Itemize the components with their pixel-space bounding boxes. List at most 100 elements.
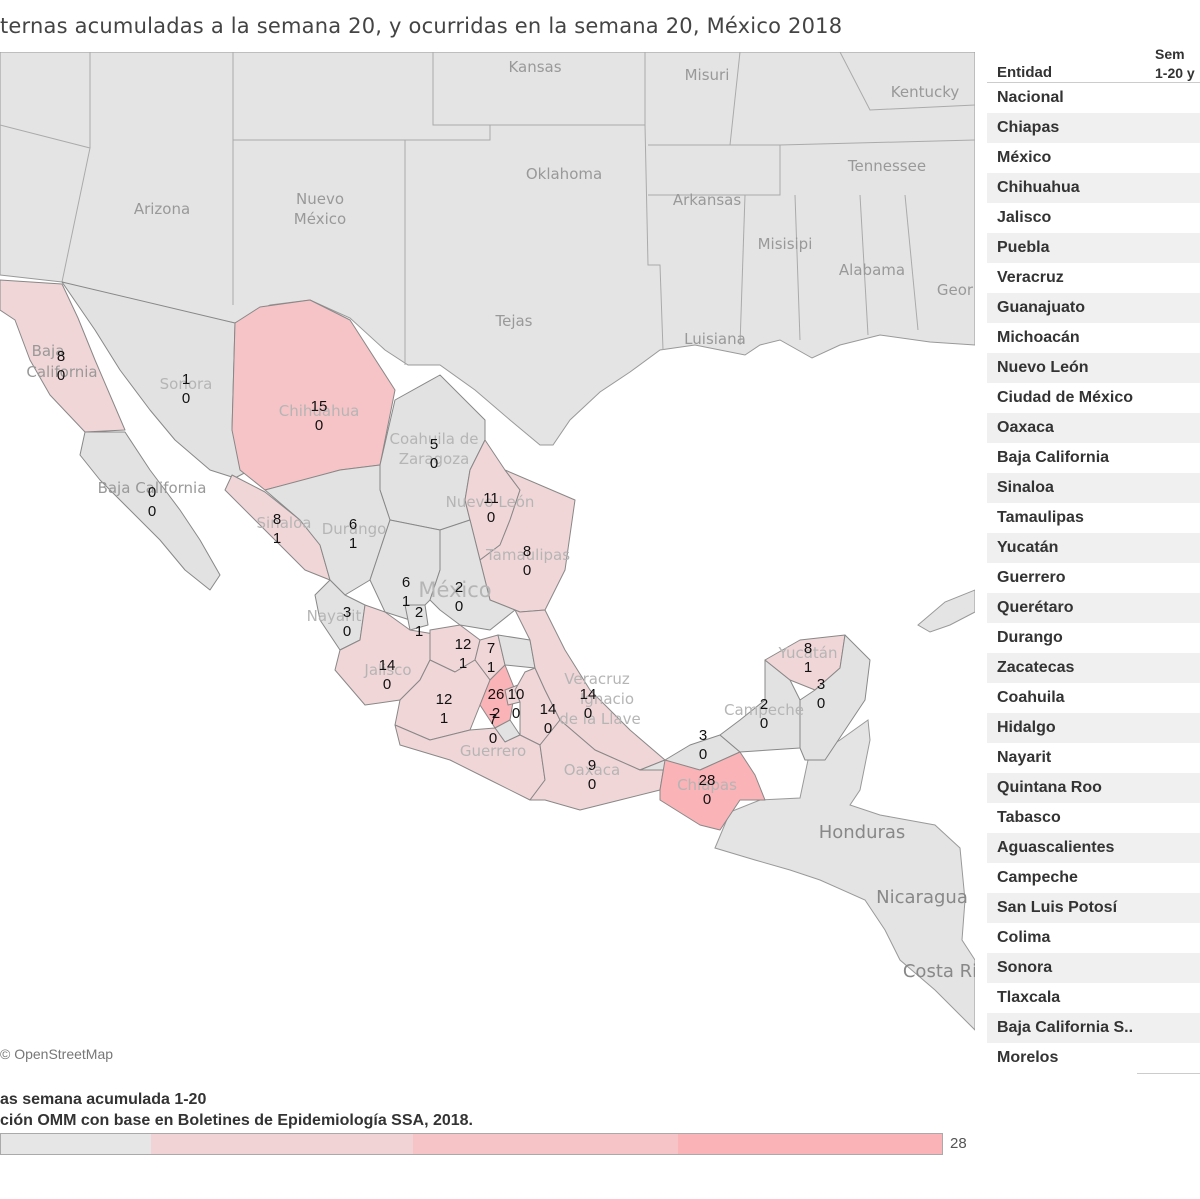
choropleth-map[interactable]: Kansas Misuri Kentucky Oklahoma Tennessee Ari… [0, 52, 975, 1070]
table-row[interactable]: Chihuahua [987, 173, 1200, 203]
value-acumulado-sinaloa: 8 [273, 511, 281, 528]
map-label-arizona: Arizona [134, 200, 190, 218]
value-acumulado-zacatecas: 6 [402, 574, 410, 591]
table-row[interactable]: Tlaxcala [997, 989, 1061, 1006]
table-row[interactable]: Aguascalientes [987, 833, 1200, 863]
map-label-kansas: Kansas [508, 58, 561, 76]
value-semana-guerrero: 0 [489, 730, 497, 747]
state-baja-california[interactable] [0, 279, 126, 433]
table-row[interactable]: Sonora [987, 953, 1200, 983]
value-acumulado-nuevo-leon: 11 [483, 490, 499, 507]
legend-step [677, 1134, 942, 1154]
table-row[interactable]: Nacional [997, 89, 1064, 106]
table-row[interactable]: Puebla [987, 233, 1200, 263]
table-row[interactable]: San Luis Potosí [987, 893, 1200, 923]
table-row[interactable]: México [997, 149, 1052, 166]
table-row[interactable]: Oaxaca [987, 413, 1200, 443]
value-acumulado-oaxaca: 9 [588, 757, 596, 774]
state-aguascalientes[interactable] [404, 604, 429, 631]
table-row[interactable]: Ciudad de México [997, 389, 1134, 406]
table-row[interactable]: Colima [997, 929, 1051, 946]
legend-source: ción OMM con base en Boletines de Epidem… [0, 1112, 473, 1129]
map-label-tejas: Tejas [494, 312, 532, 330]
state-san-luis-potosi[interactable] [429, 519, 516, 631]
state-name-label-zaragoza: Zaragoza [399, 450, 470, 468]
value-acumulado-jalisco: 14 [379, 657, 396, 674]
table-row[interactable]: Baja California S.. [987, 1013, 1200, 1043]
table-row[interactable]: Yucatán [987, 533, 1200, 563]
legend-color-bar[interactable] [0, 1133, 943, 1155]
value-semana-ciudad-de-mexico: 0 [512, 705, 520, 722]
cuba-landmass [917, 589, 975, 633]
table-row[interactable]: Hidalgo [987, 713, 1200, 743]
map-label-honduras: Honduras [819, 822, 906, 843]
table-row[interactable]: Baja California [997, 449, 1110, 466]
value-acumulado-quintana-roo: 3 [817, 676, 825, 693]
mexico-states[interactable] [0, 279, 871, 831]
column-header-entidad[interactable]: Entidad [997, 64, 1052, 81]
value-acumulado-yucatan: 8 [804, 640, 812, 657]
value-acumulado-sonora: 1 [182, 371, 190, 388]
state-baja-california-sur[interactable] [79, 431, 221, 591]
map-label-kentucky: Kentucky [891, 83, 960, 101]
table-row[interactable]: Nuevo León [987, 353, 1200, 383]
table-row[interactable]: Jalisco [997, 209, 1052, 226]
value-acumulado-michoacan: 12 [436, 691, 453, 708]
table-row[interactable]: Guanajuato [987, 293, 1200, 323]
value-semana-sinaloa: 1 [273, 530, 281, 547]
state-chiapas[interactable] [659, 751, 766, 831]
map-label-baja-california: Baja California [98, 479, 207, 497]
map-label-misuri: Misuri [685, 66, 730, 84]
value-acumulado-guanajuato: 12 [455, 636, 472, 653]
table-row[interactable]: Morelos [997, 1049, 1059, 1066]
state-oaxaca[interactable] [529, 719, 666, 811]
state-name-label-yucat-n: Yucatán [778, 644, 838, 662]
map-label-costa-ri: Costa Ri [903, 961, 975, 982]
state-name-label-sonora: Sonora [160, 375, 213, 393]
table-row[interactable]: Tabasco [997, 809, 1061, 826]
table-row[interactable]: Sinaloa [987, 473, 1200, 503]
table-row[interactable]: Nayarit [997, 749, 1052, 766]
state-name-label-sinaloa: Sinaloa [257, 514, 312, 532]
state-name-label-coahuila-de: Coahuila de [390, 430, 479, 448]
table-row[interactable]: Querétaro [987, 593, 1200, 623]
table-row[interactable]: Chiapas [987, 113, 1200, 143]
map-background-labels: Kansas Misuri Kentucky Oklahoma Tennessee Ari… [26, 58, 975, 982]
value-acumulado-chihuahua: 15 [311, 398, 328, 415]
entity-table: Entidad Sem 1-20 y Nacional Chiapas México C… [987, 44, 1200, 1074]
state-name-label-chihuahua: Chihuahua [279, 402, 360, 420]
map-attribution[interactable]: © OpenStreetMap [0, 1046, 114, 1062]
table-row[interactable]: Quintana Roo [987, 773, 1200, 803]
table-row[interactable]: Campeche [997, 869, 1078, 886]
value-acumulado-tamaulipas: 8 [523, 543, 531, 560]
value-semana-quintana-roo: 0 [817, 695, 825, 712]
table-row[interactable]: Guerrero [997, 569, 1066, 586]
map-label-m-xico: México [294, 210, 346, 228]
state-faded-labels: Sonora Chihuahua Coahuila de Zaragoza Nuevo … [160, 375, 838, 794]
state-quintana-roo[interactable] [799, 634, 871, 761]
table-row[interactable]: Coahuila [997, 689, 1065, 706]
value-acumulado-chiapas: 28 [699, 772, 716, 789]
column-header-semana[interactable]: Sem 1-20 y [1155, 45, 1195, 83]
value-acumulado-puebla: 14 [540, 701, 557, 718]
table-row[interactable]: Zacatecas [987, 653, 1200, 683]
value-acumulado-tabasco: 3 [699, 727, 707, 744]
value-semana-puebla: 0 [544, 720, 552, 737]
value-semana-aguascalientes: 1 [415, 623, 423, 640]
value-semana-nuevo-leon: 0 [487, 509, 495, 526]
value-acumulado-mexico: 26 [488, 686, 505, 703]
value-acumulado-aguascalientes: 2 [415, 604, 423, 621]
table-row[interactable]: Veracruz [997, 269, 1064, 286]
table-row[interactable]: Tamaulipas [997, 509, 1084, 526]
state-name-label-jalisco: Jalisco [363, 661, 411, 679]
table-footer-rule [1137, 1073, 1200, 1074]
legend-max-label: 28 [950, 1135, 967, 1152]
value-semana-michoacan: 1 [440, 710, 448, 727]
state-sinaloa[interactable] [224, 474, 331, 581]
state-name-label-durango: Durango [322, 520, 387, 538]
table-row[interactable]: Michoacán [997, 329, 1080, 346]
table-row[interactable]: Durango [997, 629, 1063, 646]
map-label-nicaragua: Nicaragua [876, 887, 968, 908]
state-name-label-veracruz: Veracruz [564, 670, 630, 688]
